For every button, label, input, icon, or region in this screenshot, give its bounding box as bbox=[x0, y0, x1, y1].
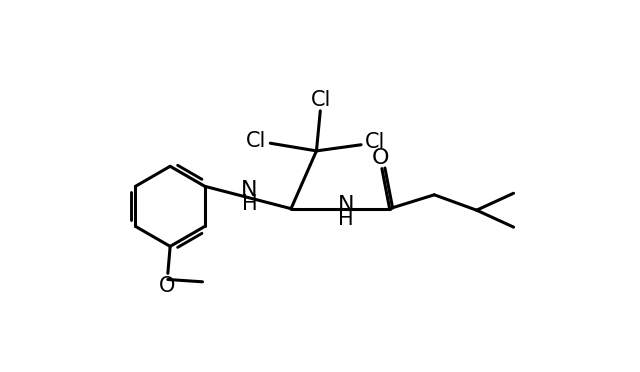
Text: H: H bbox=[242, 194, 257, 214]
Text: O: O bbox=[159, 276, 175, 296]
Text: N: N bbox=[241, 180, 258, 200]
Text: N: N bbox=[337, 195, 354, 215]
Text: Cl: Cl bbox=[246, 131, 267, 151]
Text: Cl: Cl bbox=[365, 132, 385, 153]
Text: O: O bbox=[372, 148, 389, 168]
Text: Cl: Cl bbox=[311, 90, 332, 110]
Text: H: H bbox=[338, 209, 353, 229]
